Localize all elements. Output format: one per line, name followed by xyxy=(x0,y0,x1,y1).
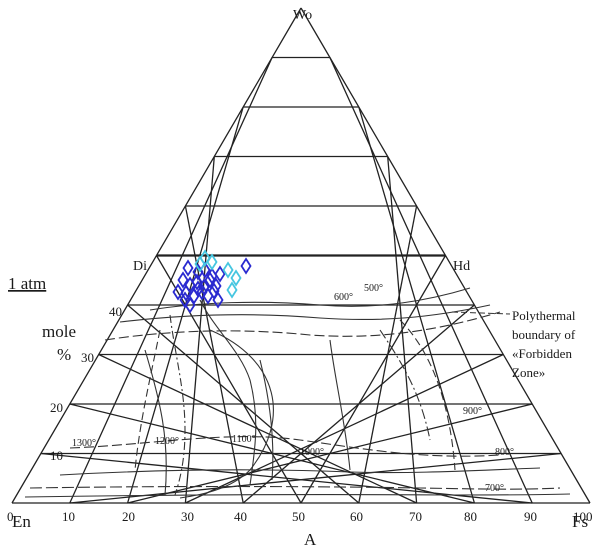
isotherm-curve xyxy=(379,329,431,441)
unit-label-mole: mole xyxy=(42,322,76,341)
isotherm-curve xyxy=(29,485,561,490)
bottom-tick: 20 xyxy=(122,509,135,524)
sample-point-diamond xyxy=(182,259,194,277)
bottom-tick: 100 xyxy=(573,509,593,524)
isotherm-label-1000: 1000° xyxy=(300,447,324,458)
isotherm-label-800: 800° xyxy=(495,447,514,458)
bottom-tick: 40 xyxy=(234,509,247,524)
bottom-tick: 70 xyxy=(409,509,422,524)
sample-points xyxy=(172,249,252,314)
axis-title-bottom: A xyxy=(304,530,317,548)
isotherm-curve xyxy=(169,314,186,496)
grid-line-left-diagonal xyxy=(155,255,302,504)
left-tick: 10 xyxy=(50,448,63,463)
bottom-tick: 90 xyxy=(524,509,537,524)
sample-point-diamond xyxy=(191,273,203,291)
join-label-hd: Hd xyxy=(453,259,470,274)
grid-line-left-diagonal xyxy=(69,403,475,504)
isotherm-curve xyxy=(69,436,501,457)
isotherm-curve xyxy=(59,467,541,476)
sample-point-diamond xyxy=(230,269,242,287)
sample-point-diamond xyxy=(226,281,238,299)
bottom-tick: 60 xyxy=(350,509,363,524)
join-label-di: Di xyxy=(133,259,147,274)
sample-point-diamond xyxy=(179,291,191,309)
isotherm-curve xyxy=(199,299,257,486)
isotherm-labels: 1300° 1200° 1100° 1000° 900° 800° 700° 6… xyxy=(72,283,514,494)
sample-point-diamond xyxy=(204,271,216,289)
ternary-grid xyxy=(11,7,591,504)
sample-point-diamond xyxy=(210,277,222,295)
bottom-tick-labels: 0 10 20 30 40 50 60 70 80 90 100 xyxy=(7,509,593,524)
vertex-label-fs: Fs xyxy=(572,512,588,531)
isotherm-curve xyxy=(149,287,471,311)
sample-point-diamond xyxy=(222,261,234,279)
isotherm-curve xyxy=(24,493,571,498)
left-tick-labels: 10 20 30 40 xyxy=(50,304,122,463)
isotherm-label-500: 500° xyxy=(364,283,383,294)
grid-line-right-diagonal xyxy=(329,57,533,504)
sample-point-diamond xyxy=(177,271,189,289)
isotherm-label-1300: 1300° xyxy=(72,438,96,449)
isotherm-curve xyxy=(144,349,167,496)
annotation-line: «Forbidden xyxy=(512,346,572,361)
isotherm-label-600: 600° xyxy=(334,292,353,303)
grid-line-right-diagonal xyxy=(358,106,476,504)
pressure-label: 1 atm xyxy=(8,274,46,293)
left-tick: 30 xyxy=(81,350,94,365)
unit-label-percent: % xyxy=(57,345,71,364)
annotation-line: Zone» xyxy=(512,365,545,380)
bottom-tick: 50 xyxy=(292,509,305,524)
isotherm-curve xyxy=(104,311,501,341)
grid-line-right-diagonal xyxy=(300,255,447,504)
sample-point-diamond xyxy=(240,257,252,275)
isotherm-curve xyxy=(179,329,274,499)
isotherm-label-900: 900° xyxy=(463,406,482,417)
sample-point-diamond xyxy=(199,249,211,267)
left-tick: 40 xyxy=(109,304,122,319)
left-tick: 20 xyxy=(50,400,63,415)
forbidden-zone-annotation: Polythermal boundary of «Forbidden Zone» xyxy=(512,308,576,380)
sample-point-diamond xyxy=(192,280,204,298)
isotherm-curves xyxy=(24,287,571,499)
vertex-label-en: En xyxy=(12,512,31,531)
isotherm-label-1100: 1100° xyxy=(232,434,256,445)
bottom-tick: 80 xyxy=(464,509,477,524)
grid-line-left-diagonal xyxy=(98,353,417,504)
sample-point-diamond xyxy=(214,265,226,283)
sample-point-diamond xyxy=(172,283,184,301)
boundary-leader-line xyxy=(451,311,511,315)
grid-line-left-diagonal xyxy=(127,304,360,504)
isotherm-label-1200: 1200° xyxy=(155,436,179,447)
isotherm-label-700: 700° xyxy=(485,483,504,494)
vertex-label-wo: Wo xyxy=(293,8,312,23)
isotherm-curve xyxy=(119,304,491,323)
grid-line-right-diagonal xyxy=(387,156,418,504)
isotherm-curve xyxy=(399,319,456,471)
isotherm-curve xyxy=(259,359,274,481)
isotherm-curve xyxy=(134,329,161,471)
annotation-line: Polythermal xyxy=(512,308,576,323)
isotherm-curve xyxy=(329,339,351,471)
sample-point-diamond xyxy=(196,283,208,301)
sample-point-diamond xyxy=(212,291,224,309)
bottom-tick: 30 xyxy=(181,509,194,524)
bottom-tick: 0 xyxy=(7,509,14,524)
annotation-line: boundary of xyxy=(512,327,576,342)
bottom-tick: 10 xyxy=(62,509,75,524)
sample-point-diamond xyxy=(180,284,192,302)
